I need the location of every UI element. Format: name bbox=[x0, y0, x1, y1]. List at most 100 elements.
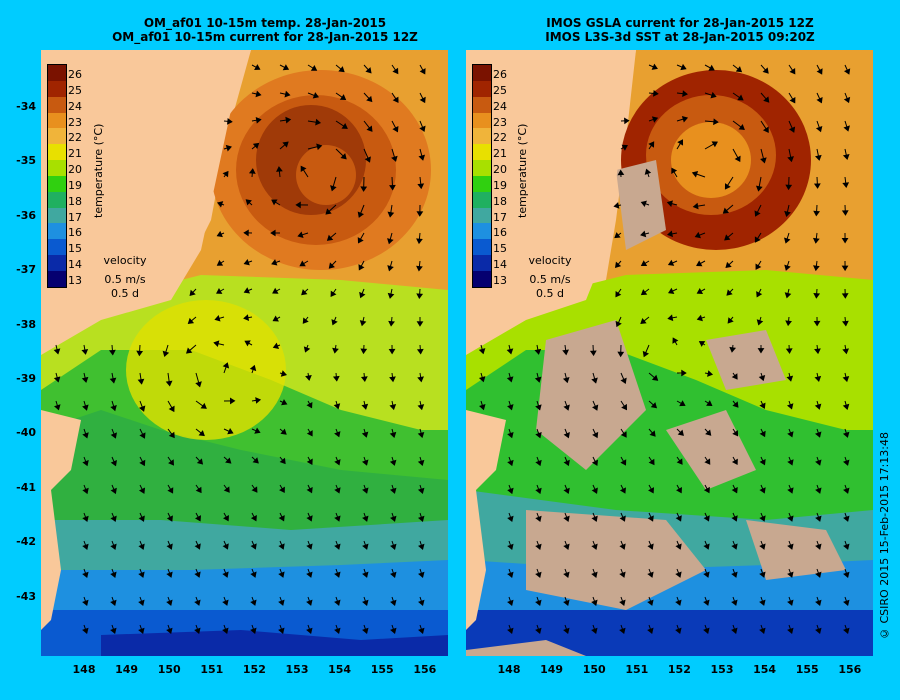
current-arrowhead bbox=[815, 154, 822, 161]
current-arrowhead bbox=[315, 118, 322, 126]
current-arrowhead bbox=[614, 232, 621, 239]
current-arrowhead bbox=[416, 321, 424, 327]
current-arrowhead bbox=[388, 320, 395, 327]
current-arrowhead bbox=[357, 211, 364, 218]
current-arrowhead bbox=[815, 515, 822, 522]
current-arrowhead bbox=[589, 350, 597, 357]
current-arrowhead bbox=[306, 627, 313, 634]
current-arrowhead bbox=[731, 627, 738, 634]
current-arrowhead bbox=[138, 405, 146, 412]
current-arrowhead bbox=[696, 287, 704, 294]
current-arrowhead bbox=[139, 459, 146, 467]
current-arrowhead bbox=[759, 458, 766, 466]
lat-tick-label: -38 bbox=[16, 317, 36, 331]
colorbar-tick: 17 bbox=[493, 210, 507, 224]
current-arrowhead bbox=[109, 349, 116, 356]
current-arrowhead bbox=[168, 459, 174, 466]
current-arrowhead bbox=[506, 348, 514, 355]
colorbar-swatch bbox=[473, 207, 491, 224]
current-arrowhead bbox=[419, 96, 426, 104]
current-arrowhead bbox=[591, 543, 598, 550]
current-arrowhead bbox=[300, 165, 307, 173]
current-arrowhead bbox=[271, 259, 278, 266]
current-arrowhead bbox=[507, 459, 514, 467]
current-arrowhead bbox=[194, 571, 201, 578]
current-arrowhead bbox=[250, 543, 257, 550]
current-arrowhead bbox=[251, 486, 258, 493]
current-arrowhead bbox=[271, 199, 278, 206]
current-arrowhead bbox=[81, 348, 89, 355]
current-arrowhead bbox=[692, 202, 699, 210]
current-arrowhead bbox=[667, 314, 674, 322]
lon-tick-label: 151 bbox=[200, 663, 224, 676]
current-arrowhead bbox=[621, 403, 628, 411]
colorbar-swatch bbox=[473, 191, 491, 208]
current-arrowhead bbox=[814, 348, 821, 355]
current-arrowhead bbox=[813, 210, 821, 217]
colorbar-tick: 18 bbox=[493, 194, 507, 208]
current-arrowhead bbox=[110, 627, 117, 634]
colorbar-tick: 18 bbox=[68, 194, 82, 208]
current-arrowhead bbox=[358, 264, 365, 271]
current-arrowhead bbox=[390, 627, 397, 634]
current-arrowhead bbox=[187, 317, 195, 325]
current-arrowhead bbox=[507, 487, 514, 495]
current-arrowhead bbox=[762, 126, 769, 133]
current-arrowhead bbox=[332, 375, 340, 382]
current-arrowhead bbox=[282, 141, 289, 148]
current-arrowhead bbox=[535, 599, 542, 606]
right-velocity-key: velocity 0.5 m/s 0.5 d bbox=[515, 254, 585, 301]
current-arrowhead bbox=[194, 515, 201, 522]
current-arrowhead bbox=[295, 201, 301, 209]
current-arrowhead bbox=[812, 237, 820, 244]
current-arrowhead bbox=[110, 571, 117, 578]
current-arrowhead bbox=[357, 237, 364, 244]
current-arrowhead bbox=[563, 487, 570, 495]
current-arrowhead bbox=[249, 364, 257, 372]
lon-tick-label: 156 bbox=[413, 663, 437, 676]
current-arrowhead bbox=[299, 260, 306, 267]
current-arrowhead bbox=[591, 627, 598, 634]
current-arrowhead bbox=[841, 237, 849, 244]
current-arrowhead bbox=[843, 627, 850, 634]
current-arrowhead bbox=[675, 627, 682, 634]
lat-tick-label: -35 bbox=[16, 154, 36, 168]
current-arrowhead bbox=[787, 156, 794, 163]
velocity-duration: 0.5 d bbox=[111, 287, 139, 300]
current-arrowhead bbox=[285, 116, 292, 124]
current-arrowhead bbox=[255, 397, 262, 404]
current-arrowhead bbox=[392, 67, 399, 75]
colorbar-tick: 20 bbox=[68, 163, 82, 177]
colorbar-swatch bbox=[473, 128, 491, 145]
current-arrowhead bbox=[250, 514, 257, 522]
current-arrowhead bbox=[82, 404, 89, 411]
colorbar-tick: 20 bbox=[493, 163, 507, 177]
current-arrowhead bbox=[713, 118, 719, 126]
current-arrowhead bbox=[648, 141, 655, 148]
credit-text: © CSIRO 2015 15-Feb-2015 17:13:48 bbox=[878, 432, 891, 640]
current-arrowhead bbox=[619, 543, 626, 550]
current-arrowhead bbox=[842, 376, 850, 383]
current-arrowhead bbox=[81, 376, 89, 383]
current-arrowhead bbox=[278, 571, 285, 578]
current-arrowhead bbox=[624, 117, 630, 125]
current-arrowhead bbox=[303, 346, 311, 353]
current-arrowhead bbox=[698, 341, 706, 347]
current-arrowhead bbox=[139, 432, 146, 439]
colorbar-swatch bbox=[48, 96, 66, 113]
current-arrowhead bbox=[703, 571, 710, 578]
current-arrowhead bbox=[731, 458, 738, 466]
current-arrowhead bbox=[619, 571, 626, 578]
current-arrowhead bbox=[843, 487, 850, 494]
colorbar-swatch bbox=[473, 270, 491, 287]
lon-tick-label: 151 bbox=[625, 663, 649, 676]
current-arrowhead bbox=[391, 155, 398, 162]
current-arrowhead bbox=[250, 599, 257, 606]
lon-tick-label: 148 bbox=[497, 663, 521, 676]
current-arrowhead bbox=[279, 486, 285, 494]
current-arrowhead bbox=[650, 402, 658, 409]
current-arrowhead bbox=[222, 627, 229, 634]
colorbar-tick: 24 bbox=[493, 99, 507, 113]
colorbar-swatch bbox=[473, 175, 491, 192]
current-arrowhead bbox=[816, 68, 823, 75]
